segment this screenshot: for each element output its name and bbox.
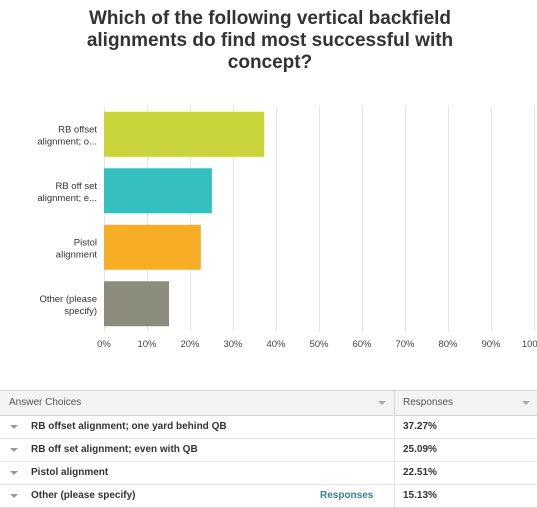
x-tick-label: 20%: [180, 339, 200, 350]
response-percent: 15.13%: [403, 490, 437, 501]
table-row: RB offset alignment; one yard behind QB …: [0, 416, 537, 439]
column-divider: [394, 439, 395, 461]
column-divider: [394, 462, 395, 484]
category-label: Other (please: [39, 294, 97, 305]
answer-choice-label: Other (please specify): [31, 490, 136, 501]
bar: [104, 281, 170, 327]
answer-choice-label: Pistol alignment: [31, 467, 109, 478]
x-tick-label: 50%: [309, 339, 329, 350]
category-label: specify): [64, 306, 97, 317]
x-tick-label: 40%: [266, 339, 286, 350]
x-tick-label: 70%: [395, 339, 415, 350]
x-tick-label: 0%: [97, 339, 111, 350]
column-divider: [394, 416, 395, 438]
response-percent: 25.09%: [403, 444, 437, 455]
x-tick-label: 60%: [352, 339, 372, 350]
expand-row-icon[interactable]: [10, 425, 18, 429]
sort-choices-icon[interactable]: [378, 401, 386, 405]
category-label: RB offset: [58, 124, 97, 135]
bar: [104, 168, 212, 214]
answer-choice-label: RB off set alignment; even with QB: [31, 444, 198, 455]
chart-title: Which of the following vertical backfiel…: [86, 8, 454, 73]
response-percent: 22.51%: [403, 467, 437, 478]
x-tick-label: 100%: [522, 339, 537, 350]
bar: [104, 111, 265, 157]
expand-row-icon[interactable]: [10, 448, 18, 452]
category-label: alignment; e...: [37, 193, 97, 204]
responses-link[interactable]: Responses: [320, 490, 374, 501]
column-divider: [394, 485, 395, 507]
x-tick-label: 30%: [223, 339, 243, 350]
column-divider: [394, 391, 395, 415]
table-row: Pistol alignment 22.51%: [0, 462, 537, 485]
category-label: Pistol: [74, 237, 97, 248]
responses-header[interactable]: Responses: [403, 397, 454, 408]
x-tick-label: 10%: [137, 339, 157, 350]
expand-row-icon[interactable]: [10, 471, 18, 475]
sort-responses-icon[interactable]: [522, 401, 530, 405]
table-row: RB off set alignment; even with QB 25.09…: [0, 439, 537, 462]
x-tick-label: 90%: [481, 339, 501, 350]
answer-choices-header[interactable]: Answer Choices: [9, 397, 82, 408]
category-label: alignment: [56, 249, 98, 260]
answer-choice-label: RB offset alignment; one yard behind QB: [31, 421, 227, 432]
category-label: RB off set: [55, 181, 97, 192]
table-row: Other (please specify) Responses 15.13%: [0, 485, 537, 508]
x-tick-label: 80%: [438, 339, 458, 350]
expand-row-icon[interactable]: [10, 494, 18, 498]
table-header: Answer Choices Responses: [0, 390, 537, 416]
response-percent: 37.27%: [403, 421, 437, 432]
category-label: alignment; o...: [37, 136, 97, 147]
bar: [104, 224, 201, 270]
